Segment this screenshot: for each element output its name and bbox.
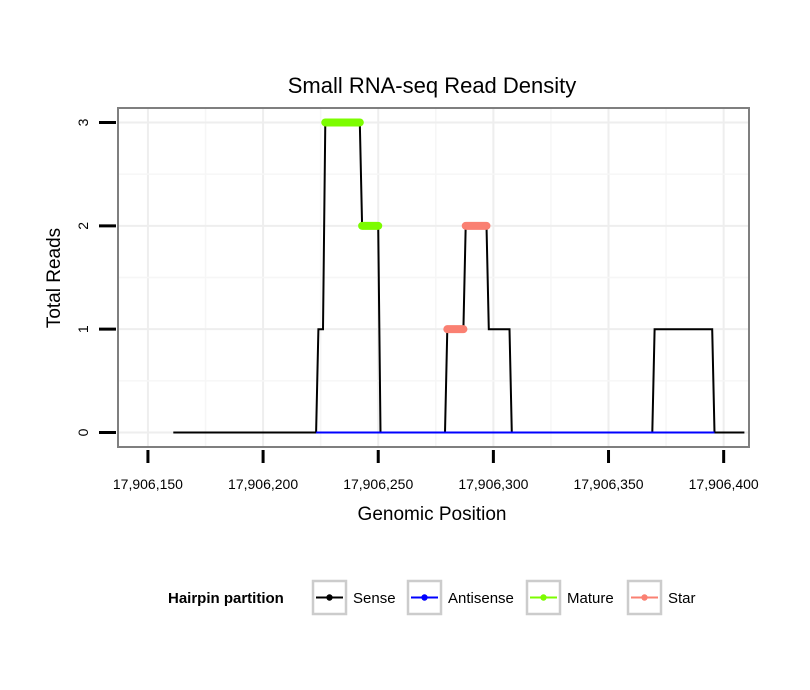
- x-axis-title: Genomic Position: [358, 504, 507, 525]
- chart-title: Small RNA-seq Read Density: [288, 73, 577, 98]
- legend-key-dot-mature: [540, 594, 547, 601]
- y-tick-label: 2: [75, 222, 91, 230]
- x-axis: 17,906,150 17,906,200 17,906,250 17,906,300…: [113, 450, 759, 492]
- x-tick-label: 17,906,300: [458, 476, 528, 492]
- legend-item-antisense: Antisense: [406, 579, 514, 616]
- legend-label-mature: Mature: [567, 590, 614, 607]
- grid: [118, 108, 749, 447]
- legend-title: Hairpin partition: [168, 590, 284, 607]
- y-axis: 0 1 2 3: [75, 118, 116, 436]
- legend-key-dot-star: [641, 594, 648, 601]
- legend-item-mature: Mature: [525, 579, 614, 616]
- x-tick-label: 17,906,200: [228, 476, 298, 492]
- legend-label-sense: Sense: [353, 590, 396, 607]
- series-layer: [173, 118, 745, 434]
- x-tick-label: 17,906,350: [573, 476, 643, 492]
- plot-panel-border: [117, 107, 750, 448]
- y-axis-title: Total Reads: [44, 228, 65, 328]
- legend-item-star: Star: [626, 579, 696, 616]
- legend-key-dot-sense: [326, 594, 333, 601]
- y-tick-label: 1: [75, 325, 91, 333]
- x-tick-label: 17,906,400: [689, 476, 759, 492]
- legend-item-sense: Sense: [311, 579, 396, 616]
- legend-label-antisense: Antisense: [448, 590, 514, 607]
- x-tick-label: 17,906,250: [343, 476, 413, 492]
- y-tick-label: 3: [75, 118, 91, 126]
- x-tick-label: 17,906,150: [113, 476, 183, 492]
- legend-label-star: Star: [668, 590, 696, 607]
- y-tick-label: 0: [75, 428, 91, 436]
- legend-key-dot-antisense: [421, 594, 428, 601]
- legend: Hairpin partition Sense Antisense Mature…: [168, 579, 696, 616]
